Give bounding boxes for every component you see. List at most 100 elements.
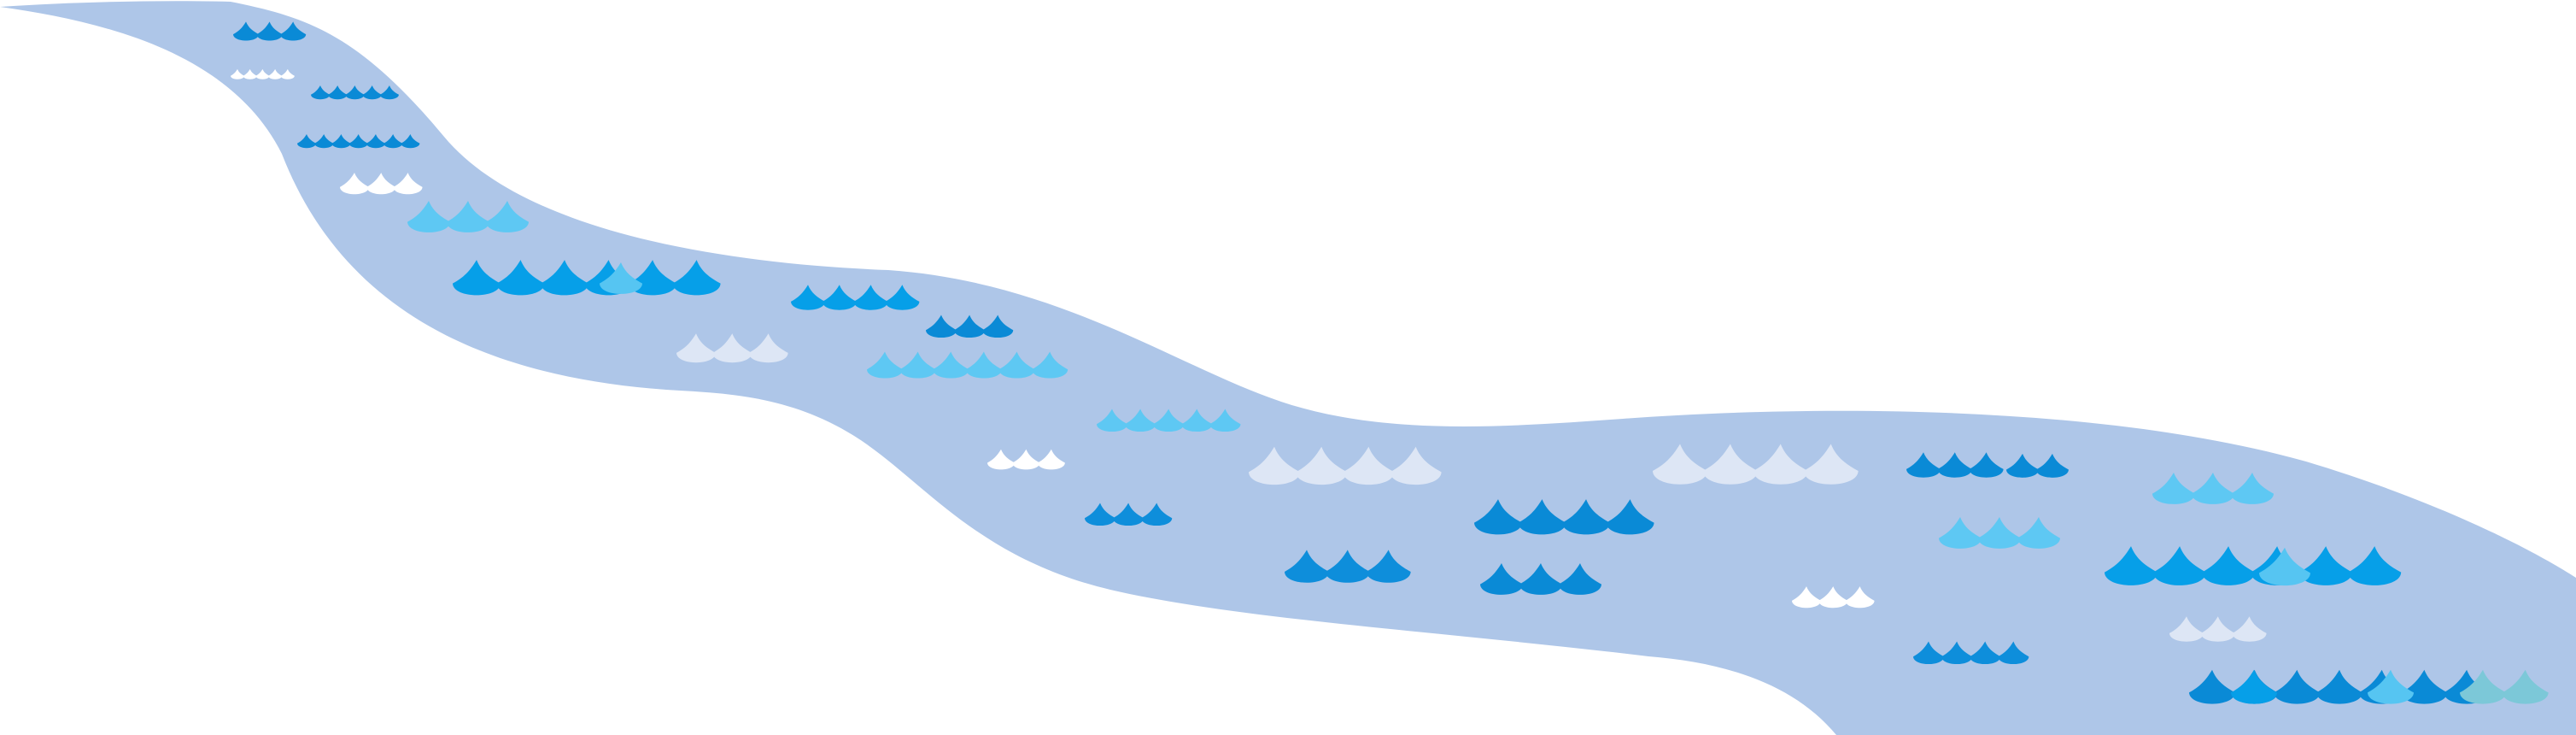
wave-icon	[1653, 444, 1707, 485]
wave-icon	[1753, 444, 1808, 485]
wave-icon	[954, 315, 986, 338]
wave-icon	[2231, 669, 2277, 704]
wave-icon	[255, 68, 270, 79]
wave-icon	[748, 333, 788, 363]
wave-icon	[926, 315, 957, 338]
wave-icon	[1366, 550, 1411, 583]
wave-icon	[1562, 499, 1611, 535]
wave-icon	[1285, 550, 1329, 583]
wave-icon	[280, 21, 307, 41]
wave-group	[231, 21, 2549, 704]
wave-icon	[2169, 616, 2204, 642]
wave-icon	[256, 21, 283, 41]
wave-icon	[982, 315, 1014, 338]
wave-icon	[2202, 546, 2256, 585]
wave-icon	[331, 133, 351, 149]
wave-icon	[2152, 473, 2195, 504]
wave-icon	[1480, 563, 1523, 595]
wave-icon	[1141, 503, 1173, 526]
wave-icon	[393, 173, 423, 195]
wave-icon	[2153, 546, 2207, 585]
wave-icon	[1978, 517, 2021, 549]
wave-icon	[2502, 669, 2549, 704]
wave-icon	[362, 85, 382, 100]
wave-icon	[1032, 351, 1068, 379]
wave-icon	[1474, 499, 1522, 535]
wave-icon	[1153, 409, 1185, 432]
wave-icon	[379, 85, 399, 100]
wave-icon	[407, 201, 450, 232]
wave-icon	[2105, 546, 2157, 585]
wave-icon	[885, 285, 920, 310]
wave-icon	[1906, 452, 1941, 478]
wave-icon	[486, 201, 529, 232]
wave-icon	[1913, 641, 1944, 665]
wave-icon	[2316, 669, 2363, 704]
wave-icon	[243, 68, 257, 79]
wave-icon	[965, 351, 1002, 379]
wave-icon	[1941, 641, 1973, 665]
wave-icon	[712, 333, 752, 363]
wave-icon	[2274, 669, 2321, 704]
wave-icon	[1845, 586, 1875, 609]
wave-icon	[1559, 563, 1601, 595]
wave-icon	[2460, 669, 2506, 704]
wave-icon	[541, 260, 589, 296]
wave-icon	[311, 85, 330, 100]
wave-icon	[933, 351, 969, 379]
wave-icon	[314, 133, 334, 149]
wave-icon	[1606, 499, 1654, 535]
wave-icon	[1249, 446, 1300, 485]
wave-icon	[1085, 503, 1115, 526]
wave-icon	[453, 260, 501, 296]
wave-icon	[1969, 452, 2004, 478]
wave-icon	[366, 133, 385, 149]
wave-icon	[1803, 444, 1859, 485]
wave-icon	[2259, 547, 2310, 586]
wave-icon	[328, 85, 348, 100]
wave-icon	[401, 133, 420, 149]
wave-icon	[280, 68, 295, 79]
wave-icon	[1939, 517, 1982, 549]
wave-icon	[1125, 409, 1156, 432]
wave-icon	[231, 68, 244, 79]
wave-icon	[1937, 452, 1972, 478]
wave-icon	[1296, 446, 1348, 485]
wave-icon	[447, 201, 489, 232]
wave-icon	[867, 351, 903, 379]
wave-icon	[1818, 586, 1848, 609]
wave-icon	[1702, 444, 1758, 485]
wave-icon	[345, 85, 365, 100]
wave-icon	[1209, 409, 1241, 432]
wave-icon	[1097, 409, 1127, 432]
wave-icon	[1970, 641, 2001, 665]
wave-icon	[2035, 453, 2069, 478]
wave-icon	[676, 333, 716, 363]
wave-icon	[672, 260, 721, 296]
wave-icon	[1792, 586, 1821, 609]
wave-icon	[2006, 453, 2039, 478]
wave-icon	[2200, 616, 2235, 642]
wave-icon	[383, 133, 403, 149]
wave-icon	[987, 449, 1015, 470]
wave-icon	[233, 21, 259, 41]
wave-icon	[268, 68, 283, 79]
wave-icon	[1181, 409, 1213, 432]
wave-icon	[2348, 546, 2402, 585]
wave-icon	[2232, 616, 2267, 642]
wave-icon	[998, 351, 1035, 379]
wave-icon	[1519, 563, 1562, 595]
wave-icon	[600, 262, 642, 294]
wave-icon	[2368, 669, 2414, 704]
wave-icon	[2299, 546, 2353, 585]
wave-icon	[1325, 550, 1370, 583]
wave-icon	[2231, 473, 2274, 504]
wave-icon	[1113, 503, 1145, 526]
wave-icon	[340, 173, 369, 195]
wave-icon	[2192, 473, 2234, 504]
wave-icon	[348, 133, 368, 149]
wave-icon	[496, 260, 545, 296]
wave-icon	[791, 285, 825, 310]
